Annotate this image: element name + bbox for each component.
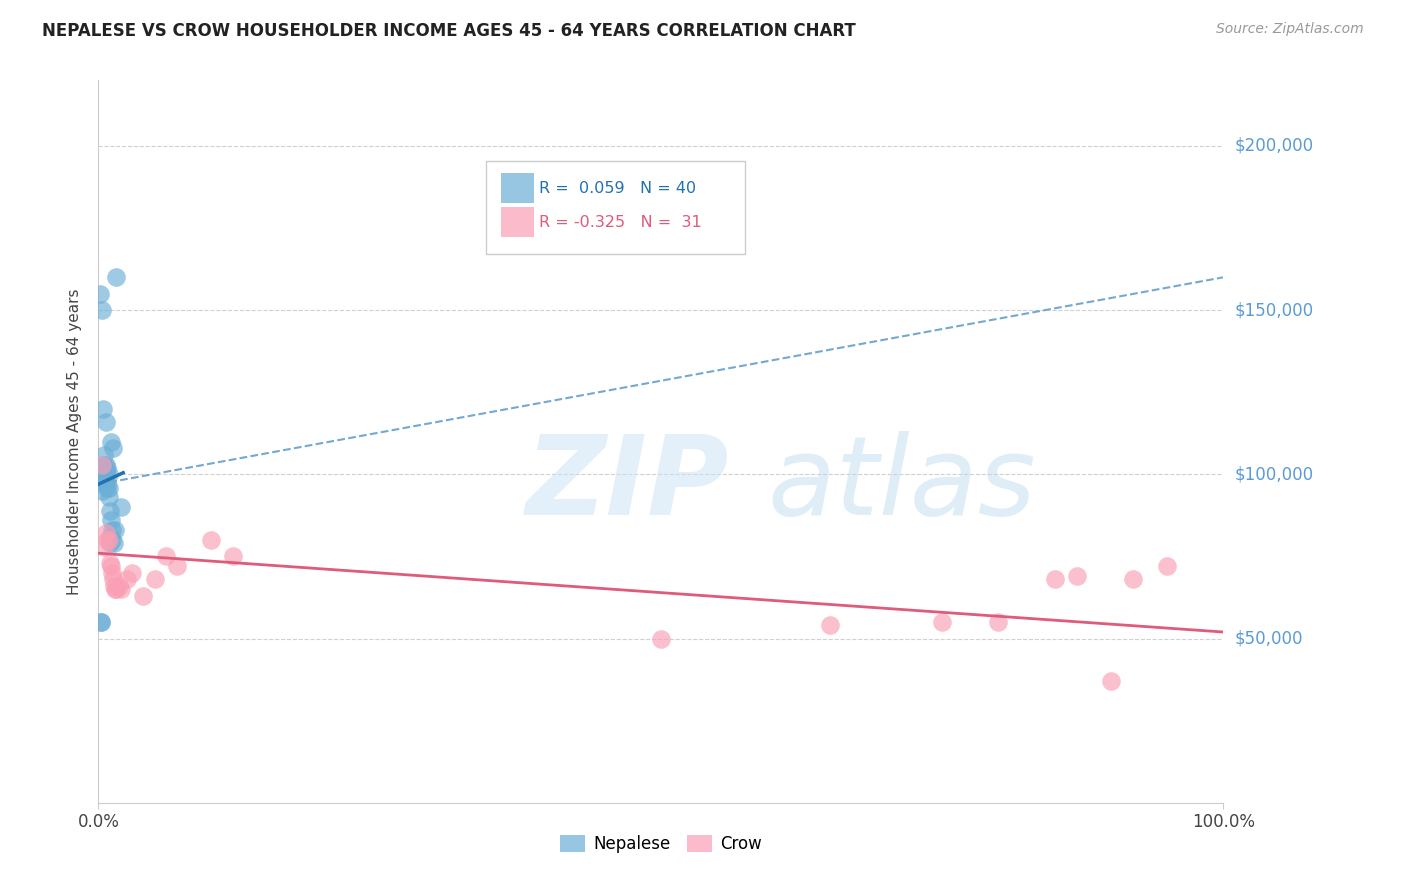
- Text: $50,000: $50,000: [1234, 630, 1303, 648]
- Point: [98, 530, 121, 544]
- Point: [97, 481, 120, 495]
- Point: [96, 477, 118, 491]
- Point: [143, 573, 166, 587]
- Text: Source: ZipAtlas.com: Source: ZipAtlas.com: [1216, 22, 1364, 37]
- Text: $100,000: $100,000: [1234, 466, 1313, 483]
- Point: [101, 566, 124, 580]
- Text: $200,000: $200,000: [1234, 137, 1313, 155]
- Text: $150,000: $150,000: [1234, 301, 1313, 319]
- Point: [650, 632, 672, 646]
- Point: [91, 401, 114, 416]
- Legend: Nepalese, Crow: Nepalese, Crow: [553, 828, 769, 860]
- Point: [96, 458, 118, 472]
- Point: [90, 458, 112, 472]
- Point: [98, 503, 121, 517]
- Text: ZIP: ZIP: [526, 432, 730, 539]
- Point: [100, 434, 122, 449]
- Point: [1099, 674, 1122, 689]
- Point: [96, 467, 118, 482]
- Point: [97, 491, 120, 505]
- Point: [100, 559, 122, 574]
- Point: [97, 467, 120, 482]
- Point: [96, 526, 118, 541]
- Point: [200, 533, 222, 547]
- Point: [90, 483, 112, 498]
- FancyBboxPatch shape: [501, 207, 534, 237]
- Point: [101, 523, 124, 537]
- Point: [90, 615, 112, 630]
- Point: [94, 467, 117, 482]
- Point: [1156, 559, 1178, 574]
- Point: [93, 467, 115, 482]
- Point: [166, 559, 188, 574]
- Point: [987, 615, 1010, 630]
- Point: [110, 582, 132, 597]
- Text: R =  0.059   N = 40: R = 0.059 N = 40: [540, 181, 696, 196]
- Point: [110, 500, 132, 515]
- Point: [103, 536, 125, 550]
- Point: [90, 303, 112, 318]
- Point: [931, 615, 953, 630]
- Point: [132, 589, 155, 603]
- Point: [818, 618, 841, 632]
- Point: [104, 582, 127, 597]
- Point: [96, 415, 118, 429]
- Point: [104, 523, 127, 537]
- Point: [89, 286, 111, 301]
- Text: R = -0.325   N =  31: R = -0.325 N = 31: [540, 215, 702, 230]
- Point: [94, 477, 117, 491]
- Text: atlas: atlas: [768, 432, 1036, 539]
- FancyBboxPatch shape: [501, 173, 534, 203]
- Point: [97, 533, 120, 547]
- Y-axis label: Householder Income Ages 45 - 64 years: Householder Income Ages 45 - 64 years: [67, 288, 83, 595]
- Point: [96, 460, 118, 475]
- Point: [98, 556, 121, 570]
- Point: [101, 573, 124, 587]
- Point: [93, 474, 115, 488]
- Point: [222, 549, 245, 564]
- Point: [94, 464, 117, 478]
- Point: [94, 474, 117, 488]
- Point: [90, 615, 112, 630]
- Point: [91, 460, 114, 475]
- Point: [96, 481, 118, 495]
- Point: [1066, 569, 1088, 583]
- Point: [90, 467, 112, 482]
- Point: [101, 441, 124, 455]
- Point: [121, 566, 143, 580]
- Point: [155, 549, 177, 564]
- Point: [96, 464, 118, 478]
- Point: [93, 448, 115, 462]
- Point: [105, 582, 128, 597]
- Point: [1043, 573, 1066, 587]
- Point: [105, 270, 128, 285]
- Point: [103, 579, 125, 593]
- Point: [115, 573, 138, 587]
- Point: [100, 513, 122, 527]
- Point: [91, 458, 114, 472]
- Point: [101, 533, 124, 547]
- FancyBboxPatch shape: [486, 161, 745, 253]
- Point: [96, 533, 118, 547]
- Point: [94, 467, 117, 482]
- Point: [93, 540, 115, 554]
- Point: [93, 477, 115, 491]
- Point: [107, 579, 129, 593]
- Point: [1122, 573, 1144, 587]
- Text: NEPALESE VS CROW HOUSEHOLDER INCOME AGES 45 - 64 YEARS CORRELATION CHART: NEPALESE VS CROW HOUSEHOLDER INCOME AGES…: [42, 22, 856, 40]
- Point: [98, 536, 121, 550]
